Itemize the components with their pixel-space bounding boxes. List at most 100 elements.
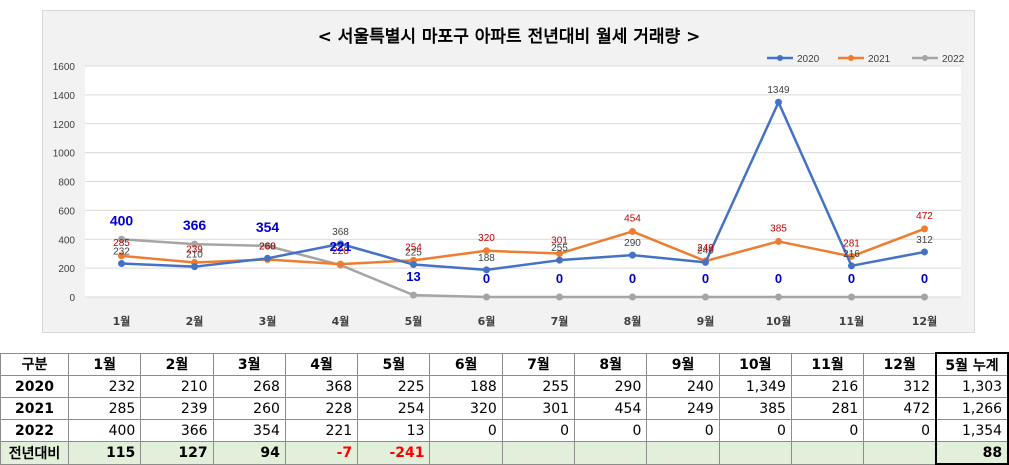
x-tick-label: 6월 — [478, 314, 496, 328]
data-point-2022 — [483, 293, 490, 301]
legend-marker — [848, 55, 854, 61]
table-header-cell: 3월 — [212, 352, 286, 376]
data-point-2020 — [410, 261, 417, 269]
row-label: 전년대비 — [0, 441, 69, 465]
table-cell: 240 — [646, 375, 720, 398]
series-line-2020 — [121, 100, 925, 272]
y-tick-label: 800 — [58, 178, 75, 189]
table-header-cell: 8월 — [574, 352, 648, 376]
x-tick-label: 5월 — [405, 314, 423, 328]
x-tick-label: 11월 — [839, 314, 864, 328]
legend-label: 2020 — [797, 54, 820, 65]
x-tick-label: 8월 — [624, 314, 642, 328]
y-tick-label: 1400 — [53, 91, 76, 102]
x-tick-label: 10월 — [766, 314, 791, 328]
table-cell: 1,303 — [935, 375, 1009, 398]
table-header-cell: 5월 — [357, 352, 431, 376]
data-point-2022 — [921, 293, 928, 301]
data-table: 구분 1월 2월 3월 4월 5월 6월 7월 8월 9월 10월 11월 12월 5월 누계 2020 2… — [0, 352, 1009, 465]
data-label-2021: 260 — [259, 241, 276, 252]
data-point-2021 — [556, 250, 563, 258]
table-cell: 0 — [790, 419, 865, 442]
table-header-cell: 6월 — [429, 352, 503, 376]
chart-area: 0 200 400 600 800 1000 1200 1400 1600 1월 2월 3월 4월 5월 6… — [42, 10, 975, 333]
table-cell: 281 — [790, 397, 865, 420]
data-point-2021 — [629, 227, 636, 235]
table-cell — [646, 441, 720, 465]
table-cell: 454 — [574, 397, 648, 420]
data-point-2020 — [556, 256, 563, 264]
table-cell — [501, 441, 576, 465]
table-cell: 94 — [212, 441, 286, 465]
x-tick-label: 4월 — [332, 314, 350, 328]
table-cell: 0 — [574, 419, 648, 442]
table-cell: -7 — [284, 441, 359, 465]
table-cell: 188 — [429, 375, 503, 398]
table-cell: 210 — [140, 375, 214, 398]
data-label-2021: 281 — [843, 238, 860, 249]
table-cell: 368 — [284, 375, 359, 398]
y-tick-label: 600 — [58, 206, 75, 217]
data-label-2022: 13 — [406, 269, 420, 284]
data-label-2022: 221 — [330, 239, 352, 254]
data-label-2021: 454 — [624, 213, 641, 224]
data-label-2020: 240 — [697, 245, 714, 256]
table-cell: 1,349 — [718, 375, 792, 398]
data-label-2022: 354 — [256, 219, 280, 235]
table-row: 2020 232 210 268 368 225 188 255 290 240 1,349 216 3… — [0, 375, 1009, 398]
table-row: 전년대비 115 127 94 -7 -241 88 — [0, 441, 1009, 465]
table-cell: 216 — [790, 375, 865, 398]
data-point-2022 — [556, 293, 563, 301]
legend-label: 2021 — [868, 54, 891, 65]
row-label: 2021 — [0, 397, 69, 420]
data-label-2020: 1349 — [767, 85, 790, 96]
x-tick-label: 12월 — [912, 314, 937, 328]
table-header-cell: 11월 — [790, 352, 865, 376]
legend-marker — [922, 55, 928, 61]
y-tick-label: 200 — [58, 264, 75, 275]
table-cell — [429, 441, 503, 465]
y-tick-label: 1000 — [53, 149, 76, 160]
table-header-cell: 10월 — [718, 352, 792, 376]
table-cell: 472 — [863, 397, 937, 420]
data-point-2022 — [629, 293, 636, 301]
table-cell: 88 — [935, 441, 1009, 465]
row-label: 2022 — [0, 419, 69, 442]
data-label-2020: 255 — [551, 243, 568, 254]
y-tick-label: 1600 — [53, 62, 76, 73]
table-row: 2022 400 366 354 221 13 0 0 0 0 0 0 0 1,354 — [0, 419, 1009, 442]
data-label-2022: 0 — [556, 271, 563, 286]
table-header-cell: 5월 누계 — [935, 352, 1009, 376]
data-label-2021: 385 — [770, 223, 787, 234]
data-label-2020: 268 — [259, 241, 276, 252]
table-cell: 115 — [67, 441, 142, 465]
data-point-2022 — [118, 235, 125, 243]
table-cell: 1,354 — [935, 419, 1009, 442]
table-cell: 13 — [357, 419, 431, 442]
data-point-2020 — [337, 240, 344, 248]
table-cell: 127 — [140, 441, 214, 465]
table-cell: 0 — [646, 419, 720, 442]
table-cell: 320 — [429, 397, 503, 420]
x-tick-label: 7월 — [551, 314, 569, 328]
table-cell: 0 — [718, 419, 792, 442]
data-label-2022: 400 — [110, 212, 134, 228]
data-point-2020 — [629, 251, 636, 259]
x-tick-label: 9월 — [697, 314, 715, 328]
table-header-row: 구분 1월 2월 3월 4월 5월 6월 7월 8월 9월 10월 11월 12월 5월 누계 — [0, 352, 1009, 376]
data-point-2020 — [264, 254, 271, 262]
table-cell: 354 — [212, 419, 286, 442]
table-cell — [790, 441, 865, 465]
data-label-2022: 0 — [848, 271, 855, 286]
series-line-2022 — [121, 238, 925, 299]
table-cell: 1,266 — [935, 397, 1009, 420]
data-label-2020: 368 — [332, 227, 349, 238]
table-cell: 385 — [718, 397, 792, 420]
data-point-2021 — [337, 260, 344, 268]
table-cell — [574, 441, 648, 465]
data-point-2020 — [702, 258, 709, 266]
data-point-2021 — [848, 252, 855, 260]
data-label-2021: 249 — [697, 243, 714, 254]
table-header-cell: 9월 — [646, 352, 720, 376]
data-point-2022 — [848, 293, 855, 301]
